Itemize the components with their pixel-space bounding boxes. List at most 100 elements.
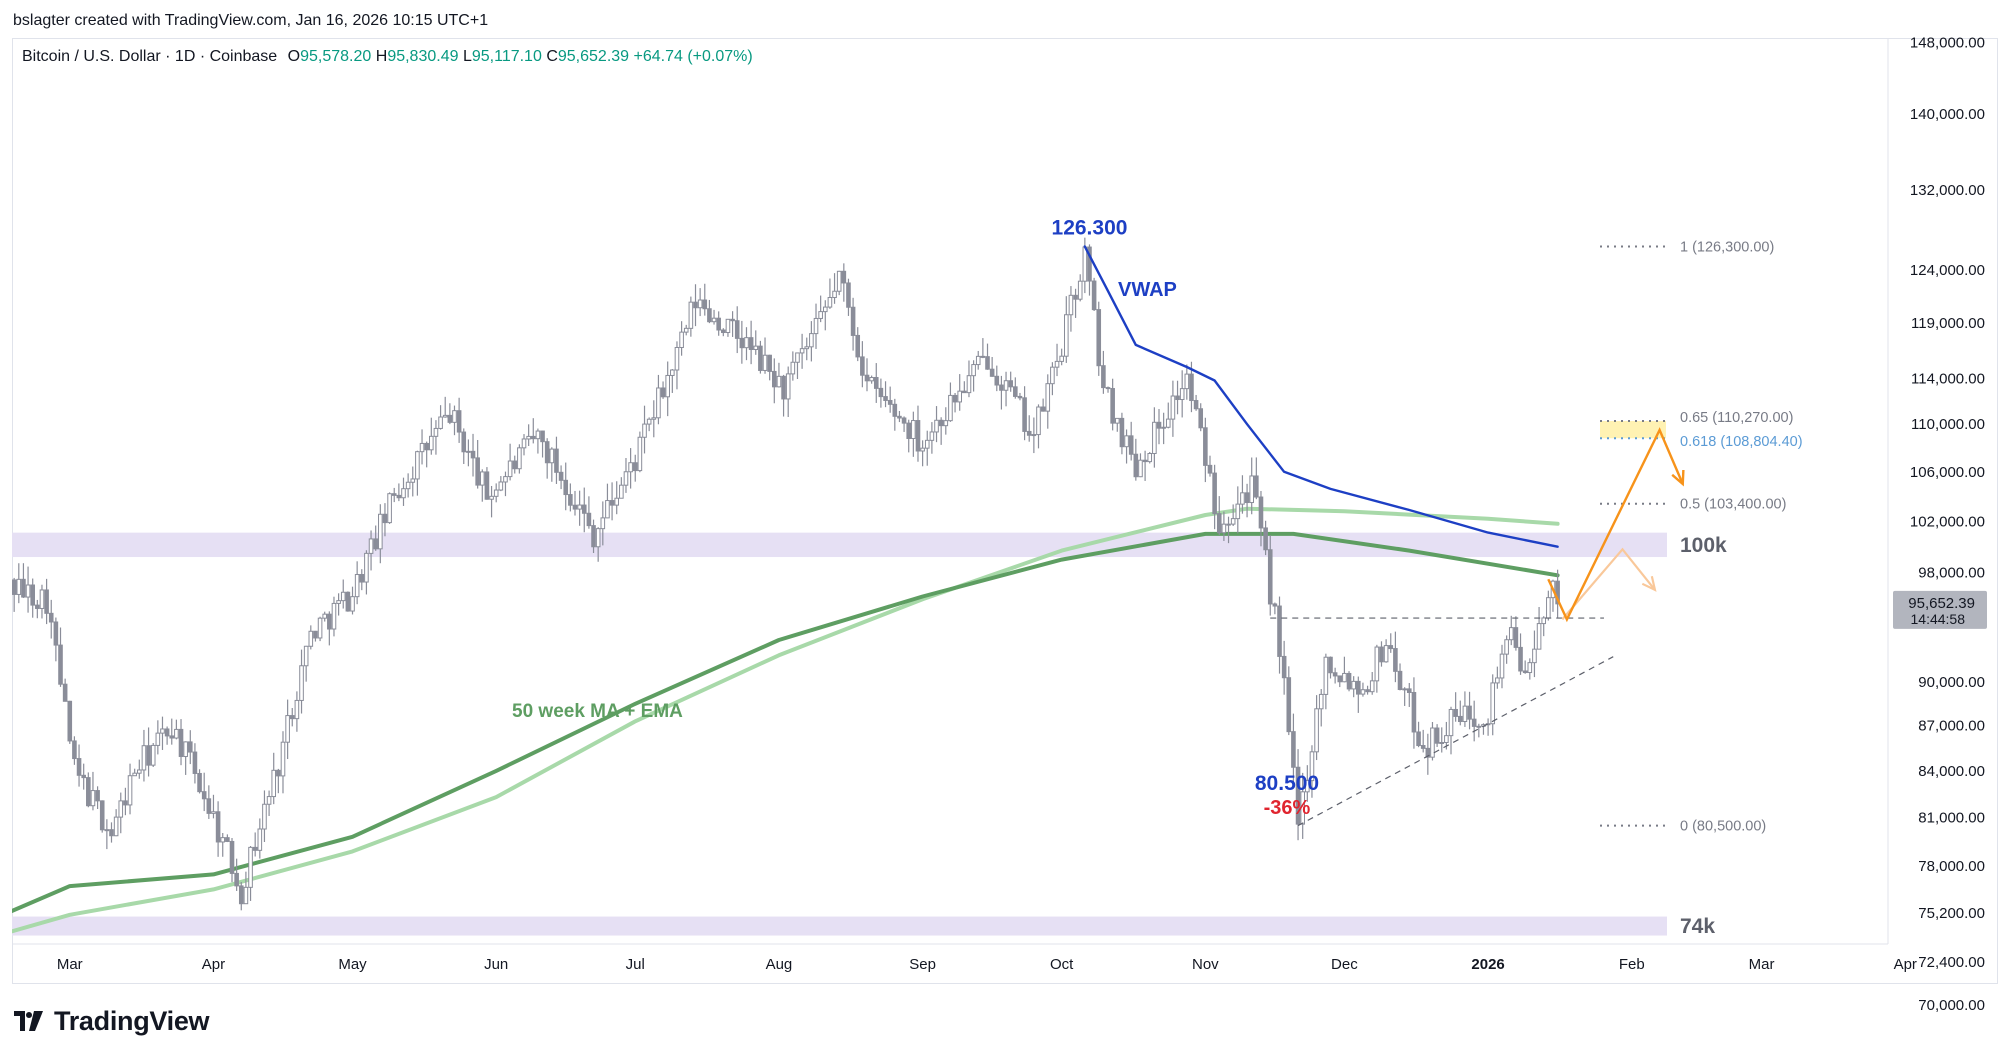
candle-body — [257, 828, 263, 851]
candle-body — [962, 390, 967, 394]
candle-body — [424, 442, 429, 451]
candle-body — [1513, 627, 1519, 648]
candle-body — [688, 301, 694, 329]
candle-body — [1476, 725, 1482, 728]
candle-body — [1013, 386, 1018, 397]
bar-countdown: 14:44:58 — [1911, 611, 1966, 627]
time-tick-label: Mar — [57, 956, 83, 973]
candle-body — [632, 462, 638, 472]
candle-body — [628, 462, 633, 473]
plot-area[interactable] — [0, 237, 1685, 938]
candle-body — [262, 803, 267, 830]
price-tick-label: 75,200.00 — [1918, 905, 1985, 922]
candle-body — [243, 886, 249, 905]
candle-body — [155, 732, 161, 746]
candle-body — [619, 484, 624, 499]
candle-body — [744, 337, 749, 349]
candle-body — [1119, 417, 1125, 448]
candle-body — [1467, 705, 1472, 720]
candle-body — [382, 513, 388, 524]
candle-body — [1328, 656, 1333, 674]
candle-body — [1235, 503, 1241, 520]
candle-body — [1360, 689, 1366, 695]
candle-body — [391, 493, 397, 496]
candle-body — [1203, 427, 1208, 466]
candle-body — [1175, 395, 1180, 401]
chart-panel[interactable] — [12, 38, 1998, 984]
candle-body — [1142, 459, 1148, 463]
tradingview-logo-icon[interactable] — [14, 1011, 44, 1031]
symbol-ohlc-line: Bitcoin / U.S. Dollar · 1D · Coinbase O9… — [22, 48, 753, 66]
candle-body — [1240, 492, 1245, 505]
candle-body — [1457, 715, 1463, 723]
candle-body — [30, 584, 35, 606]
candle-body — [1416, 731, 1421, 747]
candle-body — [76, 758, 82, 776]
fib-label: 0.5 (103,400.00) — [1680, 497, 1786, 513]
candle-body — [303, 645, 309, 667]
candle-body — [660, 387, 666, 398]
candle-body — [549, 448, 555, 464]
candle-body — [1532, 648, 1537, 664]
candle-body — [294, 699, 300, 720]
candle-body — [1318, 693, 1324, 710]
candle-body — [1337, 675, 1343, 683]
candle-body — [767, 354, 772, 372]
candle-body — [507, 460, 513, 478]
price-axis[interactable]: 148,000.00 140,000.00 132,000.00 124,000.00… — [1887, 35, 1987, 1015]
candle-body — [183, 741, 188, 758]
candle-body — [1031, 434, 1037, 437]
time-tick-label: Apr — [202, 956, 225, 973]
candle-body — [484, 471, 490, 500]
price-tick-label: 114,000.00 — [1911, 370, 1985, 387]
candle-body — [841, 270, 847, 284]
candle-body — [730, 318, 735, 322]
zone-74k — [12, 916, 1667, 936]
projection-main-arrow-head — [1671, 469, 1685, 487]
tradingview-brand[interactable]: TradingView — [54, 1005, 210, 1036]
candle-body — [772, 370, 777, 388]
candle-body — [860, 356, 865, 376]
price-tick-label: 84,000.00 — [1918, 763, 1985, 780]
candle-body — [646, 418, 652, 425]
low-label: 80.500 — [1255, 772, 1319, 795]
candle-body — [846, 282, 851, 308]
candle-body — [1286, 677, 1292, 733]
candle-body — [16, 578, 22, 595]
candle-body — [1045, 383, 1051, 412]
candle-body — [1393, 648, 1398, 672]
candle-body — [938, 419, 944, 427]
candle-body — [118, 800, 124, 818]
candle-body — [99, 800, 105, 831]
candle-body — [67, 700, 73, 742]
candle-body — [739, 337, 745, 349]
candle-body — [697, 299, 703, 309]
candle-body — [985, 356, 990, 370]
candle-body — [396, 494, 402, 499]
last-price-value: 95,652.39 — [1908, 595, 1975, 612]
candle-body — [1263, 527, 1268, 551]
candle-body — [1133, 453, 1139, 478]
candle-body — [1161, 426, 1166, 429]
candle-body — [470, 450, 476, 459]
time-tick-label: May — [338, 956, 367, 973]
candle-body — [1281, 655, 1287, 679]
projection-main-arrow — [1547, 427, 1684, 623]
candle-body — [952, 394, 958, 403]
candle-body — [1406, 688, 1412, 693]
candle-body — [734, 320, 740, 339]
candle-body — [855, 334, 861, 358]
candle-body — [1226, 523, 1231, 526]
symbol-name[interactable]: Bitcoin / U.S. Dollar · 1D · Coinbase — [22, 48, 278, 65]
time-axis[interactable]: Mar Apr May Jun Jul Aug Sep Oct Nov Dec 2026 Feb Mar… — [12, 943, 1917, 973]
candle-body — [1420, 745, 1426, 749]
candle-body — [665, 374, 670, 398]
open-value: 95,578.20 — [300, 48, 372, 65]
candle-body — [1054, 360, 1060, 368]
candle-body — [535, 430, 541, 440]
candle-body — [711, 317, 717, 323]
candle-body — [461, 431, 467, 453]
candle-body — [517, 447, 522, 470]
candle-body — [72, 740, 77, 760]
